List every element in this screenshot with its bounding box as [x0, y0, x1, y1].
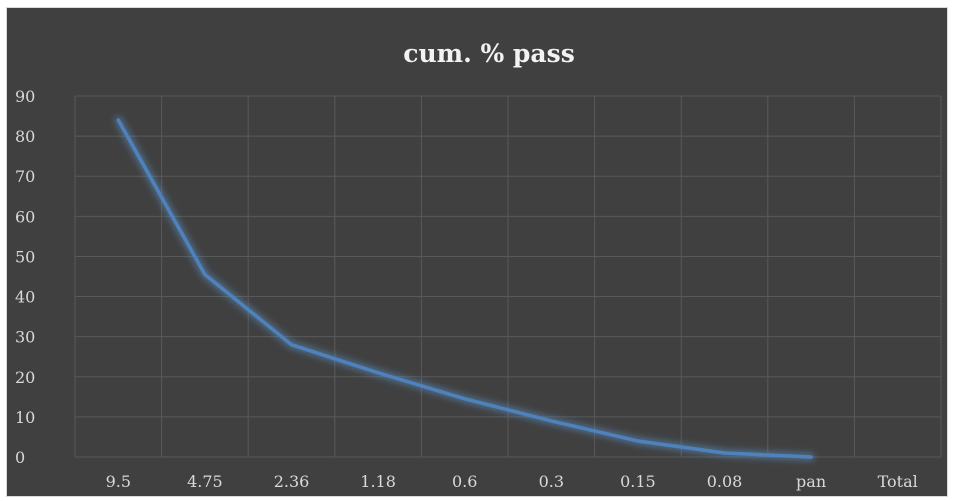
series-layer — [114, 116, 815, 461]
y-tick-label: 10 — [15, 408, 35, 427]
data-point — [116, 118, 120, 122]
y-tick-label: 90 — [15, 87, 35, 106]
y-tick-label: 20 — [15, 368, 35, 387]
y-axis-ticks: 0 10 20 30 40 50 60 70 80 90 — [15, 87, 35, 467]
x-tick-label: 0.3 — [539, 472, 564, 491]
x-tick-label: 2.36 — [274, 472, 310, 491]
data-point — [549, 419, 553, 423]
gridlines — [74, 95, 942, 458]
chart-title: cum. % pass — [403, 39, 575, 68]
y-tick-label: 0 — [15, 448, 25, 467]
data-point — [809, 455, 813, 459]
chart-area: 0 10 20 30 40 50 60 70 80 90 9.5 4.75 2.36 1.18 0.6 0.… — [6, 7, 948, 497]
x-tick-label: 0.6 — [452, 472, 477, 491]
line-chart: 0 10 20 30 40 50 60 70 80 90 9.5 4.75 2.36 1.18 0.6 0.… — [15, 39, 942, 491]
data-point — [636, 439, 640, 443]
x-tick-label: 0.08 — [707, 472, 743, 491]
x-tick-label: 9.5 — [106, 472, 131, 491]
y-tick-label: 50 — [15, 247, 35, 266]
x-tick-label: Total — [878, 472, 918, 491]
y-tick-label: 60 — [15, 207, 35, 226]
x-tick-label: 0.15 — [620, 472, 656, 491]
data-point — [723, 451, 726, 455]
y-tick-label: 80 — [15, 127, 35, 146]
y-tick-label: 70 — [15, 167, 35, 186]
x-tick-label: 4.75 — [187, 472, 223, 491]
y-tick-label: 40 — [15, 288, 35, 307]
data-point — [463, 397, 467, 401]
x-axis-ticks: 9.5 4.75 2.36 1.18 0.6 0.3 0.15 0.08 pan Total — [106, 472, 918, 491]
series-line — [116, 118, 813, 459]
data-point — [203, 272, 207, 276]
data-point — [290, 343, 293, 347]
x-tick-label: 1.18 — [360, 472, 396, 491]
y-tick-label: 30 — [15, 328, 35, 347]
data-point — [376, 371, 380, 375]
x-tick-label: pan — [796, 472, 826, 491]
